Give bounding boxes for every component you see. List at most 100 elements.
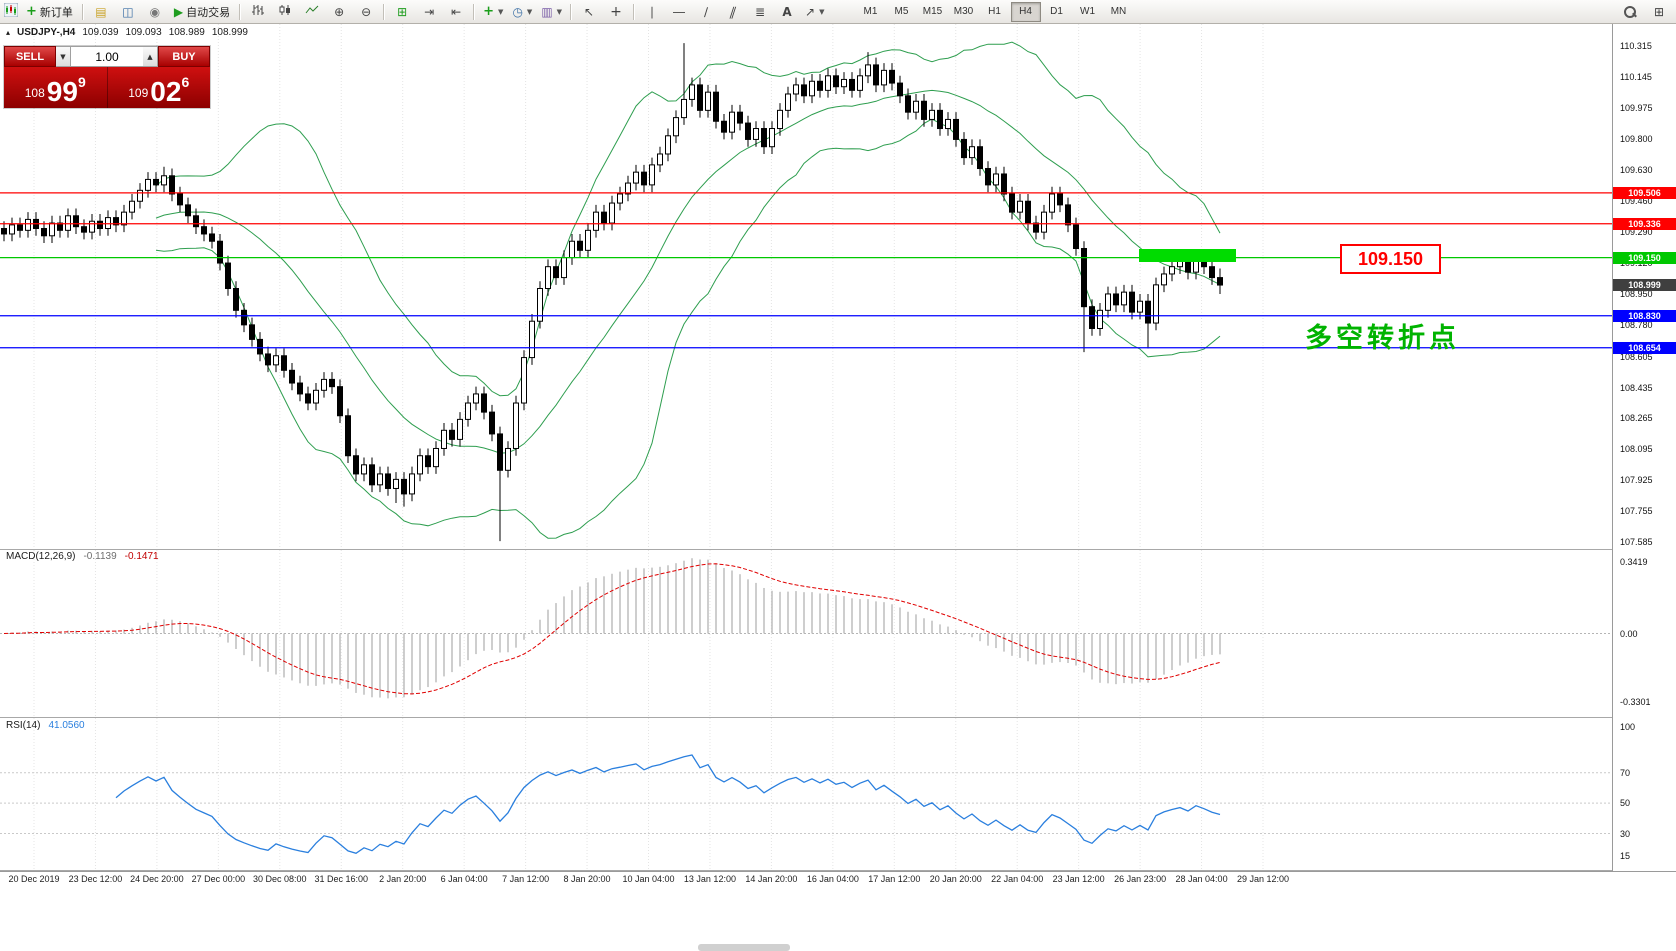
toolbar-separator	[473, 3, 476, 20]
zoom-in-button[interactable]: ⊕	[326, 1, 352, 23]
new-order-button[interactable]: + 新订单	[21, 1, 78, 23]
bar-chart-button[interactable]	[245, 1, 271, 23]
volume-input[interactable]	[71, 46, 143, 67]
one-click-toggle[interactable]: ▴	[6, 28, 11, 37]
panel-splitter[interactable]	[0, 717, 1676, 718]
add-indicator-button[interactable]: + ▼	[479, 1, 507, 23]
axis-tick-label: 108.780	[1620, 319, 1653, 330]
sell-button[interactable]: SELL	[4, 46, 56, 67]
toolbar-separator	[383, 3, 386, 20]
zoom-in-icon: ⊕	[334, 4, 345, 19]
sell-price-prefix: 108	[24, 86, 45, 100]
tf-h4[interactable]: H4	[1010, 1, 1041, 22]
axis-tick-label: 108.435	[1620, 382, 1653, 393]
macd-name: MACD(12,26,9)	[6, 551, 76, 562]
toolbar-separator	[239, 3, 242, 20]
date-tick-label: 13 Jan 12:00	[683, 874, 736, 884]
crosshair-button[interactable]: +	[603, 1, 629, 23]
macd-main-value: -0.1139	[83, 551, 117, 562]
chart-snapshot-button[interactable]: ▤	[88, 1, 114, 23]
price-level-label[interactable]: 109.150	[1340, 244, 1441, 274]
new-window-icon: ⊞	[1653, 4, 1665, 19]
tf-mn[interactable]: MN	[1110, 5, 1127, 17]
price-badge: 108.830	[1613, 309, 1676, 322]
buy-button[interactable]: BUY	[158, 46, 210, 67]
zoom-out-button[interactable]: ⊖	[353, 1, 379, 23]
chart-shift-button[interactable]: ⇤	[443, 1, 469, 23]
templates-button[interactable]: ▥ ▼	[537, 1, 566, 23]
scrollbar-thumb[interactable]	[698, 944, 790, 951]
candlestick-chart-button[interactable]	[272, 1, 298, 23]
macd-label: MACD(12,26,9) -0.1139 -0.1471	[6, 551, 159, 562]
price-badge: 109.150	[1613, 251, 1676, 264]
one-click-trading-panel: SELL ▼ ▲ BUY 108 99 9 109 02 6	[4, 46, 210, 108]
grid-lines	[33, 24, 1264, 549]
axis-tick-label: 108.265	[1620, 413, 1653, 424]
axis-tick-label: 109.975	[1620, 102, 1653, 113]
auto-trading-button[interactable]: ▶ 自动交易	[169, 1, 235, 23]
cursor-button[interactable]: ↖	[576, 1, 602, 23]
vertical-line-icon: ∣	[649, 4, 656, 19]
search-button[interactable]	[1619, 1, 1645, 23]
main-chart-canvas[interactable]	[0, 24, 1612, 549]
horizontal-line-tool[interactable]: ―	[666, 1, 692, 23]
line-chart-icon	[305, 4, 319, 19]
panel-splitter[interactable]	[0, 549, 1676, 550]
volume-decrease-button[interactable]: ▼	[56, 46, 71, 67]
new-window-button[interactable]: ⊞	[1646, 1, 1672, 23]
arrows-tool[interactable]: ↗ ▼	[801, 1, 828, 23]
trendline-tool[interactable]: ∕	[693, 1, 719, 23]
buy-quote[interactable]: 109 02 6	[106, 67, 211, 108]
date-axis[interactable]: 20 Dec 2019 23 Dec 12:00 24 Dec 20:00 27 De…	[0, 871, 1676, 888]
panel-splitter[interactable]	[0, 870, 1676, 871]
highlight-rectangle[interactable]	[1139, 249, 1236, 262]
fibonacci-icon: ≣	[755, 4, 766, 19]
axis-tick-label: 109.460	[1620, 196, 1653, 207]
auto-scroll-button[interactable]: ⇥	[416, 1, 442, 23]
price-badge: 109.336	[1613, 217, 1676, 230]
periods-button[interactable]: ◷ ▼	[508, 1, 536, 23]
rsi-line	[115, 754, 1221, 855]
date-tick-label: 17 Jan 12:00	[868, 874, 921, 884]
date-tick-label: 30 Dec 08:00	[253, 874, 307, 884]
date-tick-label: 10 Jan 04:00	[622, 874, 675, 884]
tf-w1[interactable]: W1	[1080, 5, 1095, 17]
channel-tool[interactable]: ∥	[720, 1, 746, 23]
rsi-value: 41.0560	[48, 720, 85, 731]
sell-price-big: 99	[46, 76, 78, 108]
line-chart-button[interactable]	[299, 1, 325, 23]
vertical-line-tool[interactable]: ∣	[639, 1, 665, 23]
fibonacci-tool[interactable]: ≣	[747, 1, 773, 23]
tf-m5[interactable]: M5	[894, 5, 909, 17]
tf-m1[interactable]: M1	[863, 5, 878, 17]
candlestick-chart-icon	[278, 4, 292, 19]
date-tick-label: 29 Jan 12:00	[1236, 874, 1290, 884]
market-watch-icon: ◫	[122, 4, 134, 19]
turning-point-text[interactable]: 多空转折点	[1305, 323, 1460, 353]
sell-quote[interactable]: 108 99 9	[4, 67, 107, 108]
symbol-period-label: USDJPY-,H4	[17, 27, 76, 38]
zoom-out-icon: ⊖	[361, 4, 372, 19]
text-tool[interactable]: A	[774, 1, 800, 23]
axis-tick-label: 30	[1620, 828, 1631, 839]
ohlc-high: 109.093	[125, 27, 162, 38]
axis-tick-label: 107.755	[1620, 506, 1653, 517]
grid-lines	[33, 718, 1264, 870]
tile-windows-icon: ⊞	[397, 4, 408, 19]
market-watch-button[interactable]: ◫	[115, 1, 141, 23]
clock-icon: ◷	[512, 4, 523, 19]
tile-windows-button[interactable]: ⊞	[389, 1, 415, 23]
volume-increase-button[interactable]: ▲	[143, 46, 158, 67]
terminal-button[interactable]: ◉	[142, 1, 168, 23]
tf-m30[interactable]: M30	[953, 5, 974, 17]
tf-d1[interactable]: D1	[1050, 5, 1063, 17]
tf-h1[interactable]: H1	[988, 5, 1001, 17]
axis-tick-label: 15	[1620, 851, 1631, 862]
macd-panel-canvas[interactable]	[0, 550, 1612, 717]
chevron-down-icon: ▼	[556, 7, 563, 16]
rsi-panel-canvas[interactable]	[0, 718, 1612, 870]
main-toolbar: + 新订单 ▤ ◫ ◉ ▶ 自动交易 ⊕ ⊖ ⊞ ⇥ ⇤ + ▼ ◷ ▼ ▥ ▼ ↖ …	[0, 0, 1676, 24]
axis-tick-label: 100	[1620, 722, 1636, 733]
tf-m15[interactable]: M15	[922, 5, 943, 17]
price-axis[interactable]: 110.315 110.145 109.975 109.800 109.630 109.4…	[1612, 24, 1676, 871]
